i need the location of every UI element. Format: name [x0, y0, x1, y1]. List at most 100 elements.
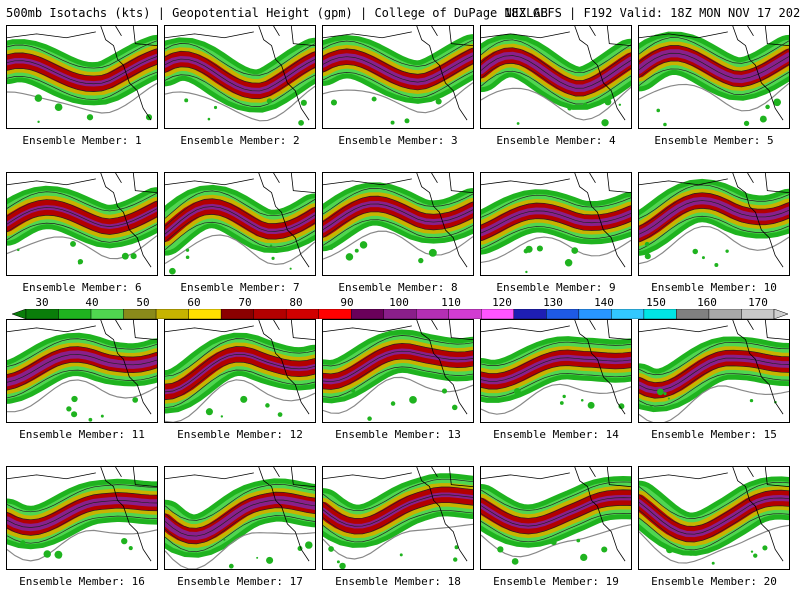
height-contour	[7, 56, 157, 85]
height-contour	[7, 492, 157, 521]
height-contour	[481, 194, 631, 218]
ensemble-member-label: Ensemble Member: 17	[177, 575, 303, 588]
isotach-patch	[351, 388, 356, 393]
height-contour	[323, 187, 473, 215]
height-contour-low	[7, 379, 157, 413]
height-contour-low	[165, 379, 315, 422]
height-contour	[639, 497, 789, 535]
height-contour	[165, 198, 315, 227]
isotach-patch	[100, 414, 104, 418]
isotach-patch	[550, 539, 557, 546]
isotach-patch	[666, 546, 674, 554]
height-contour	[323, 211, 473, 238]
isotach-patch	[71, 395, 78, 403]
height-contour	[165, 483, 315, 521]
colorbar-tick-label: 80	[289, 296, 303, 309]
height-contour	[639, 45, 789, 72]
height-contour	[639, 200, 789, 235]
height-contour-low	[639, 82, 789, 112]
height-contour-low	[165, 532, 315, 569]
height-contour	[481, 70, 631, 105]
coastline-borders	[481, 467, 631, 562]
height-contour	[639, 481, 789, 519]
colorbar-swatch	[708, 309, 742, 319]
isotach-patch	[354, 248, 359, 253]
jet-stream-map	[639, 320, 789, 422]
isotach-patch	[511, 558, 519, 565]
height-contour	[481, 505, 631, 535]
height-contour	[165, 515, 315, 553]
height-contour	[323, 510, 473, 543]
height-contour	[639, 52, 789, 80]
isotach-patch	[185, 255, 190, 260]
colorbar-swatch	[123, 309, 157, 319]
isotach-patch	[305, 541, 313, 549]
colorbar-swatch	[155, 309, 189, 319]
ensemble-panel	[480, 319, 632, 423]
height-contour-low	[639, 225, 789, 265]
colorbar-tick-label: 130	[543, 296, 563, 309]
isotach-patch	[185, 248, 190, 252]
height-contour-low	[165, 85, 315, 122]
jet-stream-map	[7, 467, 157, 562]
jet-stream-map	[7, 173, 157, 268]
colorbar-swatch	[285, 309, 319, 319]
ensemble-member-label: Ensemble Member: 5	[654, 134, 774, 147]
height-contour	[165, 190, 315, 219]
colorbar-swatch	[481, 309, 515, 319]
isotach-patch	[750, 550, 754, 553]
coastline-borders	[639, 320, 789, 415]
height-contour	[639, 373, 789, 407]
ensemble-panel	[6, 319, 158, 423]
colorbar-swatch	[351, 309, 384, 319]
isotach-patch	[298, 120, 304, 126]
ensemble-member-label: Ensemble Member: 2	[180, 134, 300, 147]
height-contour	[639, 349, 789, 383]
coastline-borders	[323, 320, 473, 415]
height-contour	[165, 58, 315, 92]
coastline-borders	[165, 173, 315, 268]
header-title-left: 500mb Isotachs (kts) | Geopotential Heig…	[6, 6, 548, 20]
height-contour	[323, 39, 473, 67]
isotach-patch	[618, 103, 622, 106]
height-contour-low	[323, 376, 473, 414]
header-title-right: 18Z GEFS | F192 Valid: 18Z MON NOV 17 20…	[504, 6, 800, 20]
colorbar-tick-label: 30	[35, 296, 49, 309]
height-contour	[323, 55, 473, 83]
ensemble-member-label: Ensemble Member: 20	[651, 575, 777, 588]
isotach-patch	[71, 411, 78, 418]
height-contour	[7, 64, 157, 92]
colorbar-swatch	[513, 309, 547, 319]
jet-stream-map	[323, 320, 473, 421]
height-contour-low	[323, 230, 473, 260]
ensemble-member-label: Ensemble Member: 3	[338, 134, 458, 147]
height-contour	[481, 365, 631, 390]
height-contour	[639, 37, 789, 64]
isotach-patch	[66, 406, 72, 412]
ensemble-panel	[164, 466, 316, 570]
ensemble-panel	[6, 25, 158, 129]
isotach-patch	[567, 106, 572, 111]
isotach-patch	[649, 405, 653, 409]
colorbar-swatch	[676, 309, 710, 319]
isotach-patch	[408, 96, 414, 101]
height-contour	[7, 338, 157, 367]
height-contour	[323, 486, 473, 519]
colorbar-tick-label: 40	[85, 296, 99, 309]
height-contour-low	[481, 86, 631, 121]
height-contour	[639, 505, 789, 543]
height-contour	[7, 40, 157, 69]
coastline-borders	[165, 26, 315, 121]
height-contour	[165, 66, 315, 100]
height-contour	[639, 208, 789, 243]
chart-header: 500mb Isotachs (kts) | Geopotential Heig…	[6, 6, 800, 22]
isotach-patch	[667, 397, 670, 400]
isotach-patch	[453, 557, 458, 562]
height-contour	[323, 478, 473, 511]
isotach-patch	[390, 401, 396, 406]
height-contour	[323, 219, 473, 246]
height-contour	[7, 346, 157, 375]
height-contour-low	[481, 236, 631, 264]
isotach-patch	[345, 253, 354, 261]
height-contour	[323, 195, 473, 223]
